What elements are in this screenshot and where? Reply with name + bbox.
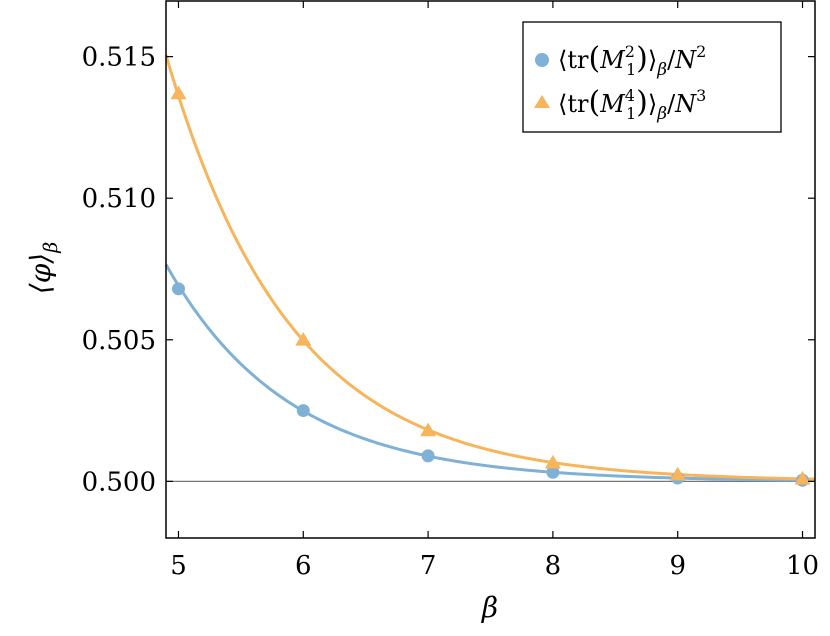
y-axis: 0.500 0.505 0.510 0.515 bbox=[82, 43, 815, 497]
curves bbox=[164, 54, 816, 482]
y-axis-label-subscript: β bbox=[40, 242, 62, 254]
series-line-1 bbox=[164, 263, 816, 482]
x-tick-label: 8 bbox=[545, 551, 562, 581]
legend-box bbox=[522, 21, 782, 133]
x-tick-label: 9 bbox=[669, 551, 686, 581]
y-axis-label: ⟨φ⟩β bbox=[24, 242, 62, 294]
x-tick-label: 7 bbox=[420, 551, 437, 581]
y-tick-label: 0.510 bbox=[82, 184, 156, 214]
plot-frame bbox=[165, 0, 816, 539]
data-point-series-2 bbox=[794, 471, 811, 485]
data-point-series-2 bbox=[669, 466, 686, 481]
markers bbox=[170, 85, 811, 487]
x-tick-label: 5 bbox=[170, 551, 187, 581]
y-tick-label: 0.505 bbox=[82, 326, 156, 356]
legend-label-series-2: ⟨tr(M4 1)⟩β/N3 bbox=[558, 85, 706, 124]
legend-label-series-1: ⟨tr(M2 1)⟩β/N2 bbox=[558, 41, 706, 80]
x-tick-label: 10 bbox=[786, 551, 819, 581]
data-point-series-1 bbox=[171, 282, 185, 296]
data-point-series-1 bbox=[421, 449, 435, 463]
x-tick-label: 6 bbox=[295, 551, 312, 581]
legend-marker-series-2 bbox=[534, 95, 550, 108]
x-axis-label: β bbox=[481, 591, 498, 624]
y-tick-label: 0.515 bbox=[82, 43, 156, 73]
data-point-series-2 bbox=[295, 331, 312, 346]
data-point-series-1 bbox=[546, 465, 560, 479]
data-point-series-2 bbox=[544, 454, 561, 469]
legend: ⟨tr(M2 1)⟩β/N2 ⟨tr(M4 1)⟩β/N3 bbox=[522, 21, 782, 133]
data-point-series-1 bbox=[296, 404, 310, 418]
x-axis: 5 6 7 8 9 10 bbox=[170, 1, 819, 581]
legend-marker-series-1 bbox=[535, 53, 549, 67]
data-point-series-2 bbox=[170, 85, 187, 100]
data-point-series-2 bbox=[420, 422, 437, 437]
y-tick-label: 0.500 bbox=[82, 467, 156, 497]
series-line-2 bbox=[164, 54, 816, 481]
